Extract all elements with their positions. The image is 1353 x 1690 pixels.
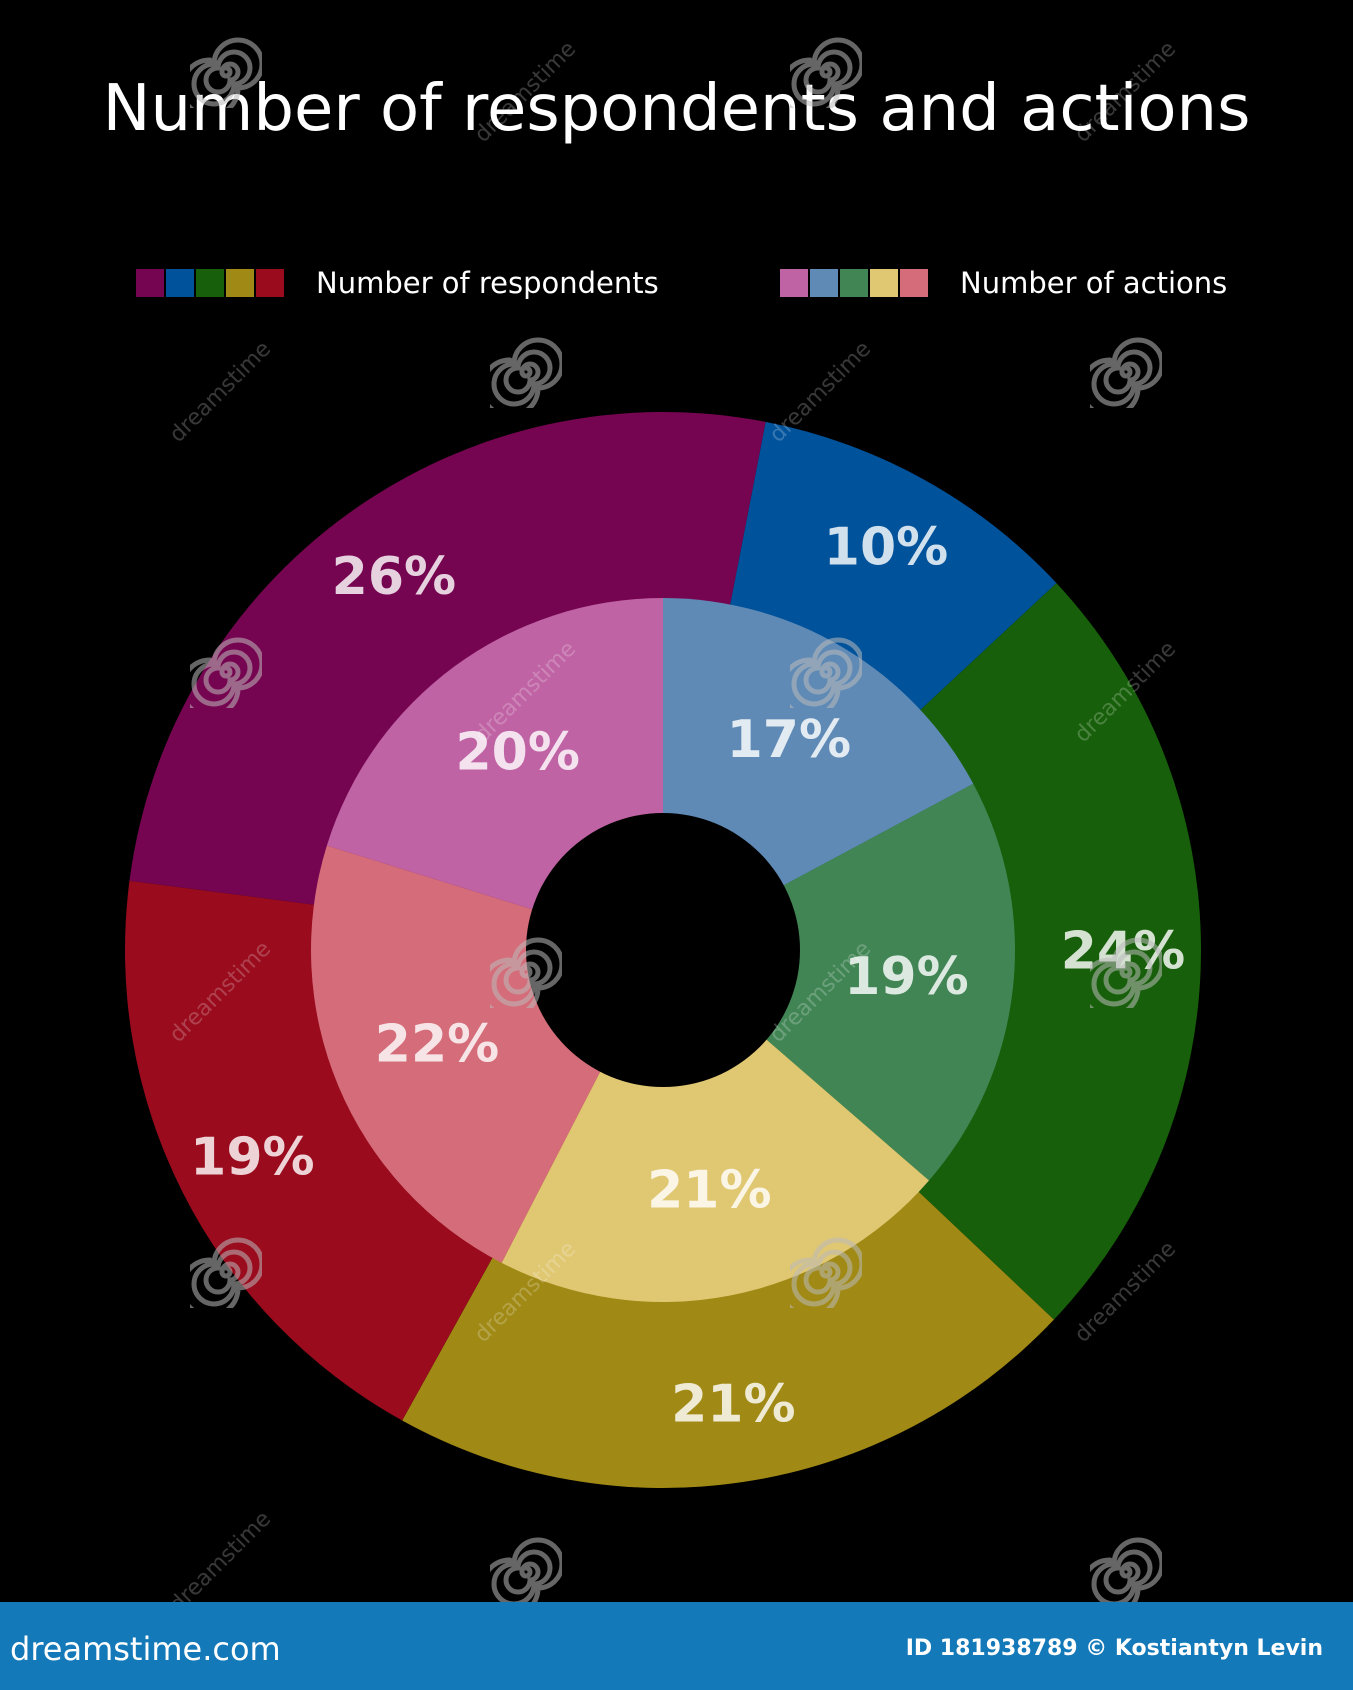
inner-ring-actions [310, 598, 1016, 1302]
donut-hole [526, 813, 800, 1087]
legend-actions: Number of actions [780, 266, 1227, 300]
actions-slice [501, 950, 930, 1302]
watermark-spiral-icon [479, 1536, 565, 1619]
legend-swatch [226, 269, 254, 297]
actions-slice-label: 22% [375, 1015, 499, 1075]
watermark-spiral-icon [779, 636, 865, 719]
footer-bar: dreamstime.com ID 181938789 © Kostiantyn… [0, 1602, 1353, 1690]
watermark-spiral-icon [1079, 936, 1165, 1019]
watermark-spiral-icon [179, 636, 265, 719]
watermark-spiral-icon [779, 1236, 865, 1319]
donut-chart: 10%24%21%19%26%17%19%21%22%20% [124, 412, 1201, 1488]
footer-credit: ID 181938789 © Kostiantyn Levin [905, 1635, 1323, 1661]
watermark-spiral-icon [479, 936, 565, 1019]
actions-slice [663, 783, 1016, 1181]
legend-swatch [780, 269, 808, 297]
legend-swatch [196, 269, 224, 297]
actions-slice-label: 20% [456, 723, 580, 783]
legend-swatch [256, 269, 284, 297]
legend-respondents-label: Number of respondents [316, 266, 659, 300]
respondents-slice-label: 10% [824, 518, 948, 578]
footer-brand: dreamstime.com [10, 1630, 281, 1668]
legend-swatch [840, 269, 868, 297]
legend-actions-label: Number of actions [960, 266, 1228, 300]
slice-labels: 10%24%21%19%26%17%19%21%22%20% [190, 518, 1185, 1435]
actions-slice-label: 19% [844, 947, 968, 1007]
legend-respondents: Number of respondents [136, 266, 659, 300]
watermark-spiral-icon [479, 336, 565, 419]
watermark-spiral-icon [1079, 1536, 1165, 1619]
legend-respondents-swatches [136, 269, 284, 297]
watermark-spiral-icon [1079, 336, 1165, 419]
legend-actions-swatches [780, 269, 928, 297]
watermark-spiral-icon [179, 36, 265, 119]
watermark-spiral-icon [179, 1236, 265, 1319]
watermark-spiral-icon [779, 36, 865, 119]
respondents-slice-label: 21% [671, 1375, 795, 1435]
respondents-slice-label: 19% [190, 1127, 314, 1187]
legend-swatch [166, 269, 194, 297]
chart-title: Number of respondents and actions [102, 72, 1251, 146]
legend-swatch [136, 269, 164, 297]
actions-slice-label: 21% [647, 1161, 771, 1221]
legend-swatch [900, 269, 928, 297]
legend-swatch [810, 269, 838, 297]
actions-slice-label: 17% [727, 710, 851, 770]
respondents-slice-label: 26% [332, 547, 456, 607]
legend-swatch [870, 269, 898, 297]
